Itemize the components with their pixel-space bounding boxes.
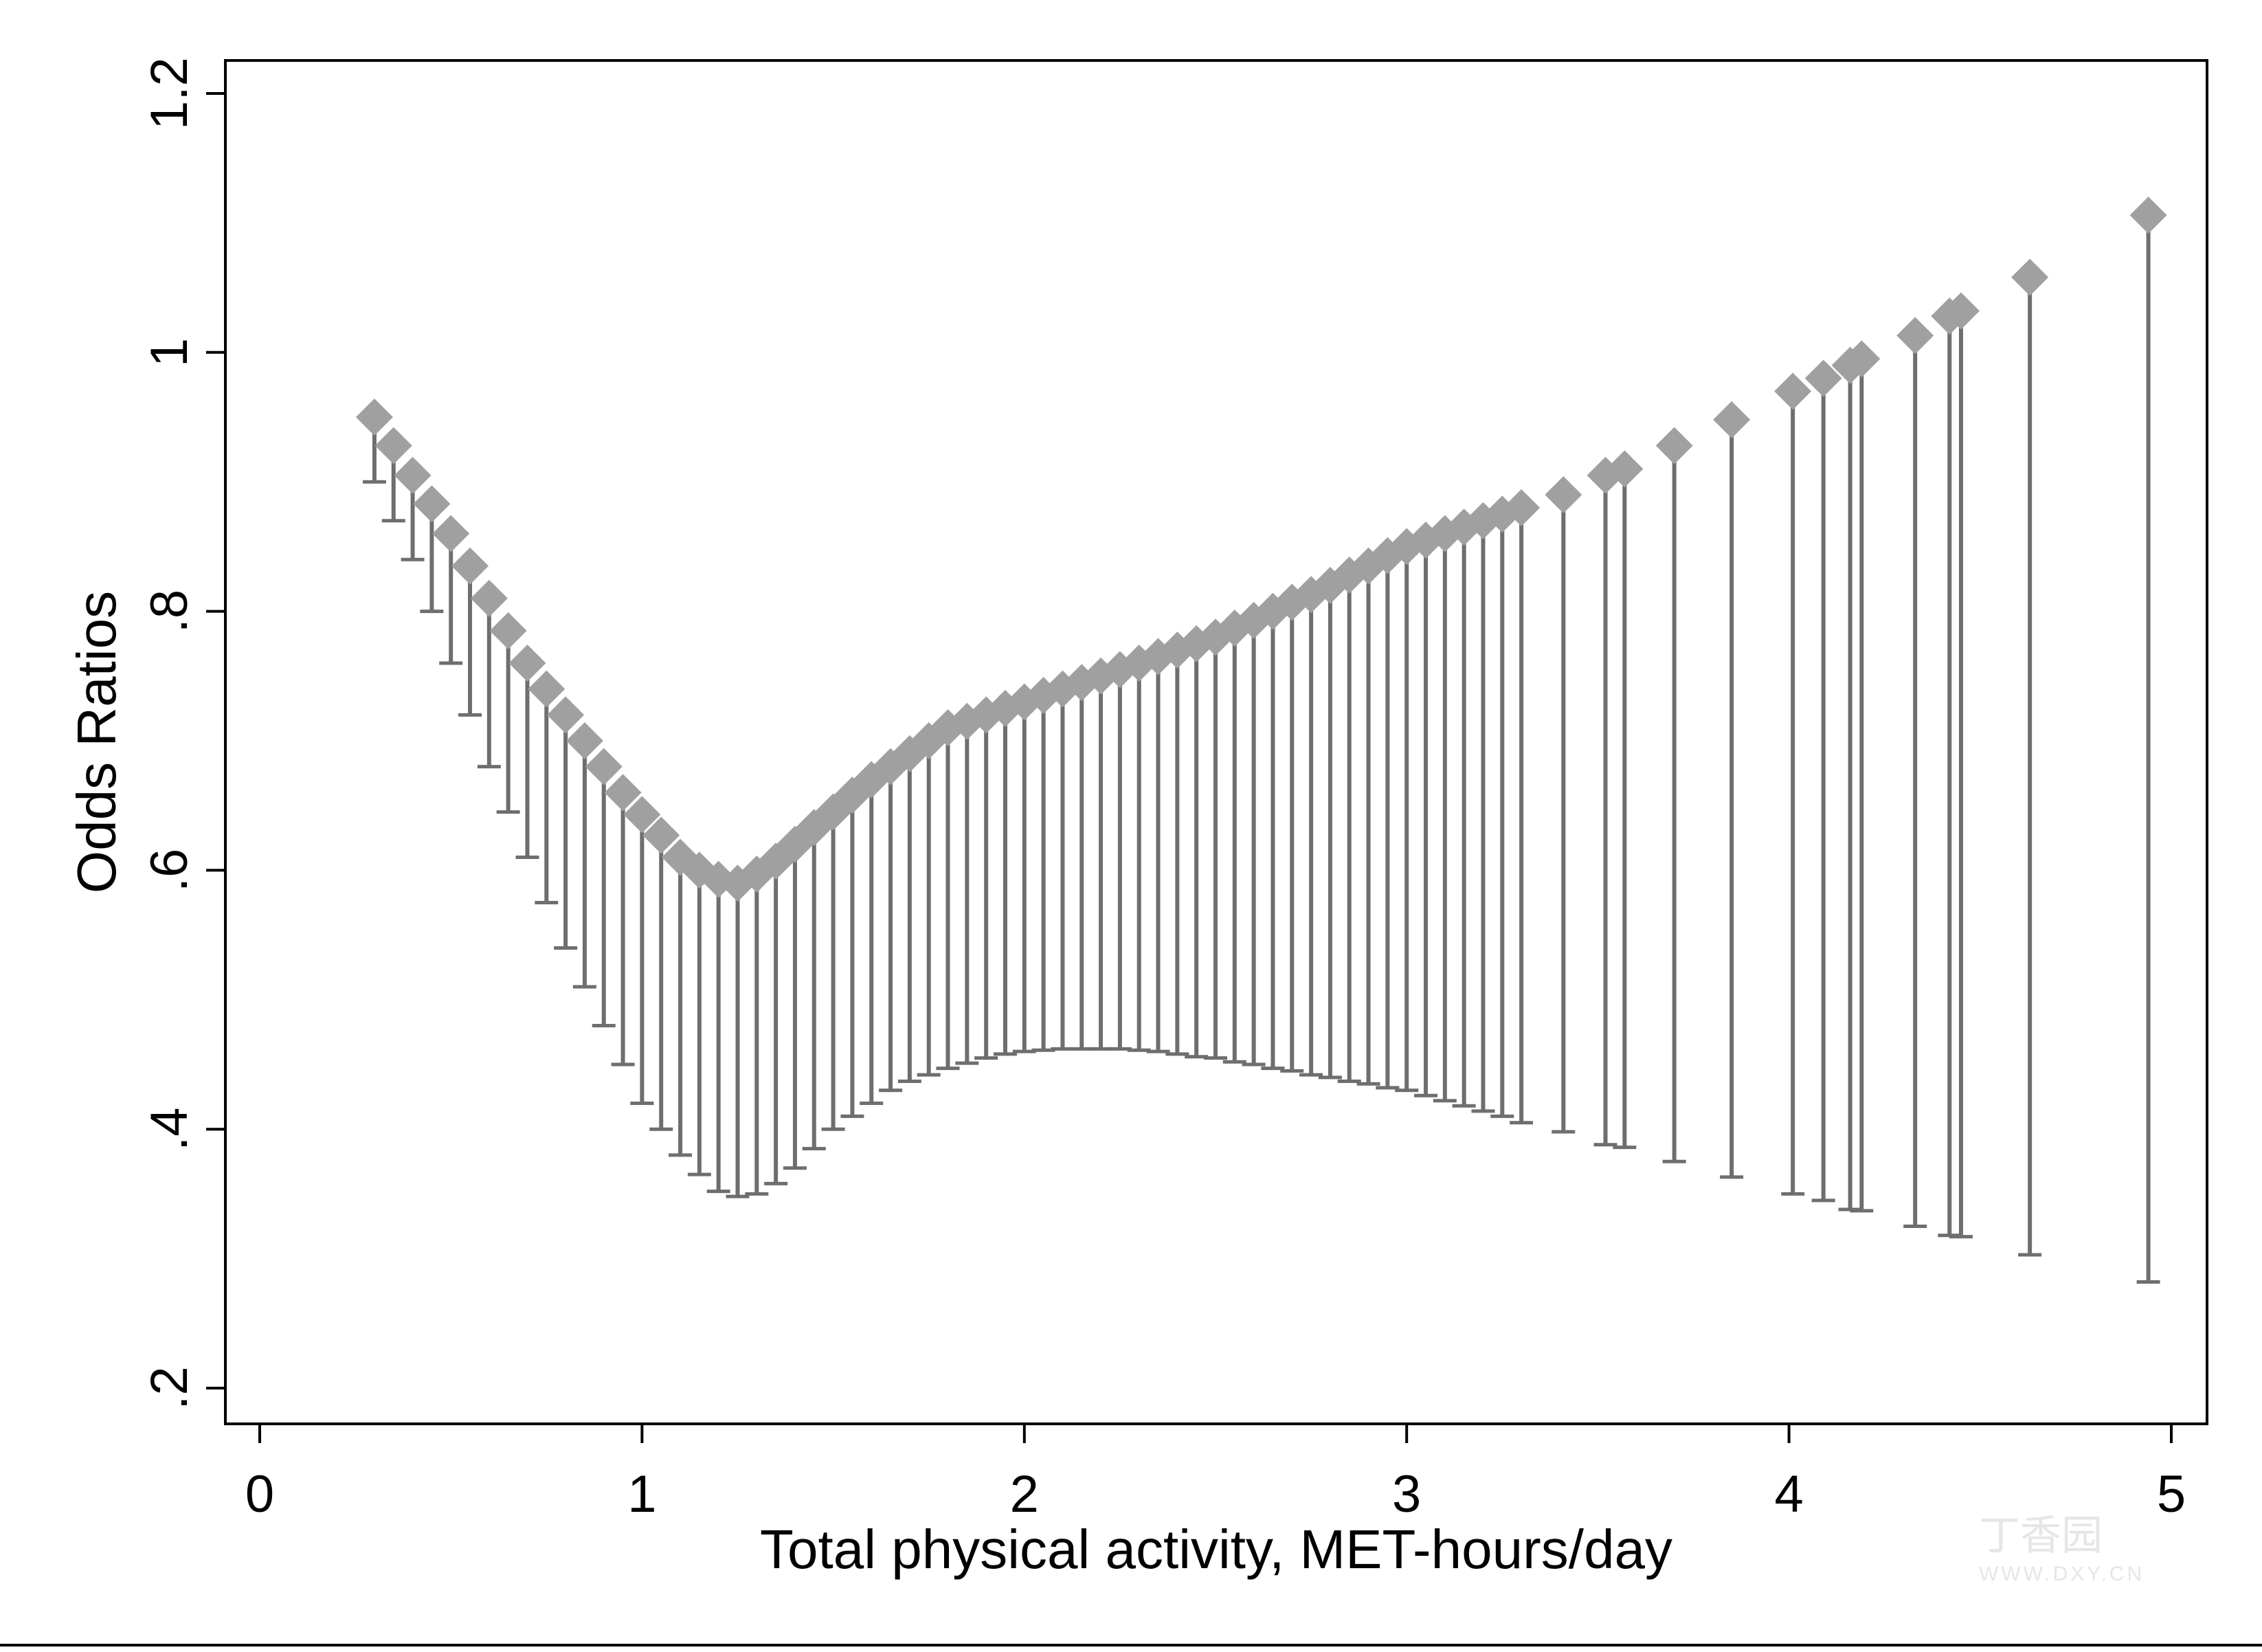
y-tick-label: .8 — [140, 590, 199, 633]
watermark: 丁香园 WWW.DXY.CN — [1979, 1513, 2145, 1585]
point-marker — [413, 485, 451, 523]
point-marker — [1655, 427, 1693, 465]
point-marker — [508, 644, 546, 682]
point-marker — [623, 796, 661, 834]
y-tick-label: .6 — [140, 849, 199, 892]
y-axis: .2 .4 .6 .8 1 1.2 — [140, 57, 227, 1424]
x-tick-label: 5 — [2157, 1465, 2186, 1523]
point-marker — [470, 579, 508, 617]
watermark-url: WWW.DXY.CN — [1979, 1563, 2145, 1585]
point-marker — [432, 515, 470, 552]
point-marker — [1896, 317, 1934, 355]
x-tick-label: 1 — [627, 1465, 656, 1523]
point-marker — [642, 816, 680, 854]
point-marker — [1942, 292, 1980, 330]
point-marker — [528, 670, 566, 708]
point-marker — [451, 547, 489, 585]
point-marker — [1713, 401, 1751, 438]
y-tick-label: 1 — [140, 338, 199, 367]
x-tick-label: 0 — [245, 1465, 274, 1523]
y-tick-label: .4 — [140, 1108, 199, 1151]
watermark-logo-text: 丁香园 — [1979, 1513, 2103, 1559]
x-tick-label: 2 — [1010, 1465, 1039, 1523]
y-tick-label: .2 — [140, 1366, 199, 1409]
point-marker — [394, 456, 432, 494]
x-axis-title: Total physical activity, MET-hours/day — [760, 1519, 1672, 1580]
point-marker — [1545, 476, 1582, 514]
point-marker — [1774, 372, 1812, 410]
ci-bars — [362, 215, 2160, 1284]
point-marker — [585, 748, 623, 785]
point-marker — [1843, 340, 1881, 378]
point-marker — [967, 696, 1005, 734]
point-marker — [1503, 489, 1541, 526]
point-marker — [547, 696, 585, 734]
point-marker — [489, 612, 527, 649]
y-axis-title: Odds Ratios — [66, 591, 127, 893]
x-tick-label: 4 — [1774, 1465, 1803, 1523]
point-marker — [355, 399, 393, 436]
point-marker — [1804, 359, 1842, 397]
y-tick-label: 1.2 — [140, 57, 199, 130]
point-marker — [374, 427, 412, 465]
point-marker — [604, 774, 642, 812]
point-marker — [2011, 258, 2049, 296]
point-markers — [355, 197, 2167, 902]
point-marker — [566, 722, 603, 759]
x-tick-label: 3 — [1392, 1465, 1421, 1523]
point-marker — [1606, 450, 1644, 488]
point-marker — [2129, 197, 2167, 234]
x-axis: 0 1 2 3 4 5 — [225, 1422, 2207, 1523]
